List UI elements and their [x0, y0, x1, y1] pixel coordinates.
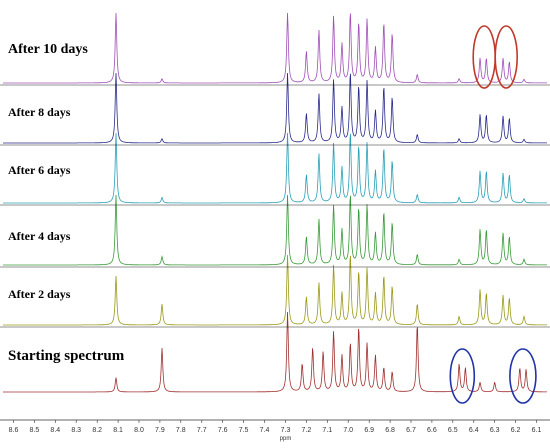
x-tick-label: 7.9: [155, 427, 165, 434]
x-tick-label: 7.1: [322, 427, 332, 434]
x-tick-label: 8.3: [71, 427, 81, 434]
peak-annotations: [449, 25, 537, 404]
spectrum-trace-1: [3, 12, 547, 84]
trace-label-2: After 8 days: [8, 105, 71, 119]
trace-label-5: After 2 days: [8, 287, 71, 301]
x-tick-label: 6.1: [532, 427, 542, 434]
x-tick-label: 7.7: [197, 427, 207, 434]
trace-label-4: After 4 days: [8, 229, 71, 243]
trace-labels: After 10 days After 8 days After 6 days Aft…: [8, 42, 125, 364]
spectrum-trace-2: [3, 72, 547, 144]
x-tick-label: 8.5: [30, 427, 40, 434]
x-axis-ticks: 8.6 8.5 8.4 8.3 8.2 8.1 8.0 7.9 7.8 7.7 7.6 7.5 7.4 7…: [9, 420, 542, 434]
x-tick-label: 8.0: [134, 427, 144, 434]
spectrum-trace-5: [3, 254, 547, 326]
x-tick-label: 8.1: [113, 427, 123, 434]
x-tick-label: 8.6: [9, 427, 19, 434]
x-tick-label: 8.4: [50, 427, 60, 434]
x-tick-label: 6.2: [511, 427, 521, 434]
trace-label-3: After 6 days: [8, 163, 71, 177]
trace-label-1: After 10 days: [8, 42, 88, 57]
highlight-ellipse: [449, 348, 476, 404]
highlight-ellipse: [472, 25, 497, 89]
x-tick-label: 6.5: [448, 427, 458, 434]
x-tick-label: 6.9: [364, 427, 374, 434]
x-tick-label: 6.6: [427, 427, 437, 434]
x-tick-label: 6.3: [490, 427, 500, 434]
spectrum-trace-4: [3, 194, 547, 266]
spectrum-trace-6: [3, 311, 547, 393]
x-axis-title: ppm: [280, 436, 292, 442]
x-tick-label: 8.2: [92, 427, 102, 434]
highlight-ellipse: [509, 348, 537, 404]
spectrum-traces: [3, 12, 547, 393]
trace-label-6: Starting spectrum: [8, 348, 125, 364]
x-tick-label: 7.0: [343, 427, 353, 434]
x-axis: 8.6 8.5 8.4 8.3 8.2 8.1 8.0 7.9 7.8 7.7 7.6 7.5 7.4 7…: [0, 419, 550, 442]
x-tick-label: 7.5: [239, 427, 249, 434]
x-tick-label: 6.4: [469, 427, 479, 434]
trace-separators: [0, 84, 550, 328]
x-tick-label: 6.7: [406, 427, 416, 434]
spectrum-trace-3: [3, 132, 547, 204]
highlight-ellipse: [494, 25, 519, 89]
x-tick-label: 7.3: [281, 427, 291, 434]
x-tick-label: 7.2: [302, 427, 312, 434]
x-tick-label: 7.6: [218, 427, 228, 434]
x-tick-label: 7.8: [176, 427, 186, 434]
x-tick-label: 7.4: [260, 427, 270, 434]
x-tick-label: 6.8: [385, 427, 395, 434]
